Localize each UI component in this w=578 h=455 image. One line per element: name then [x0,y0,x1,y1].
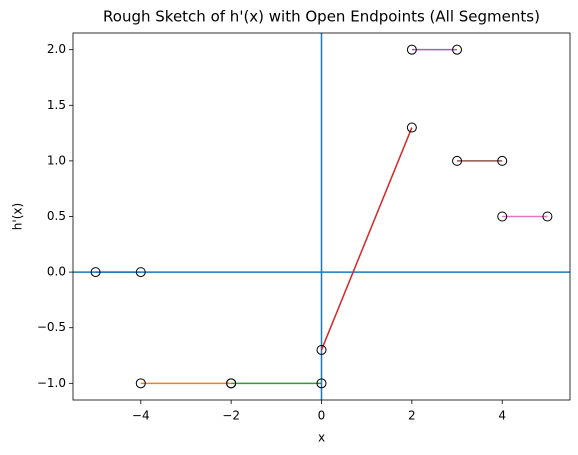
open-endpoint [406,122,417,133]
open-endpoint [542,211,553,222]
open-endpoint [406,44,417,55]
open-endpoint [316,378,327,389]
open-endpoint [497,155,508,166]
y-tick-label: −0.5 [37,320,66,334]
x-tick-label: 4 [498,409,506,423]
y-tick-label: 0.5 [47,209,66,223]
x-tick-label: −2 [222,409,240,423]
open-endpoint [497,211,508,222]
y-tick-label: −1.0 [37,376,66,390]
y-tick-label: 0.0 [47,265,66,279]
y-tick-label: 2.0 [47,42,66,56]
x-axis-label: x [318,431,325,445]
open-endpoint [452,155,463,166]
y-tick-label: 1.5 [47,98,66,112]
series-line [320,127,413,351]
y-axis-label: h'(x) [11,203,25,230]
open-endpoint [135,378,146,389]
y-tick-label: 1.0 [47,153,66,167]
open-endpoint [316,344,327,355]
x-tick-label: −4 [132,409,150,423]
open-endpoint [452,44,463,55]
chart-title: Rough Sketch of h'(x) with Open Endpoint… [103,8,540,26]
x-tick-label: 0 [318,409,326,423]
open-endpoint [226,378,237,389]
open-endpoint [90,267,101,278]
plot-frame [72,32,571,401]
open-endpoint [135,267,146,278]
x-tick-label: 2 [408,409,416,423]
